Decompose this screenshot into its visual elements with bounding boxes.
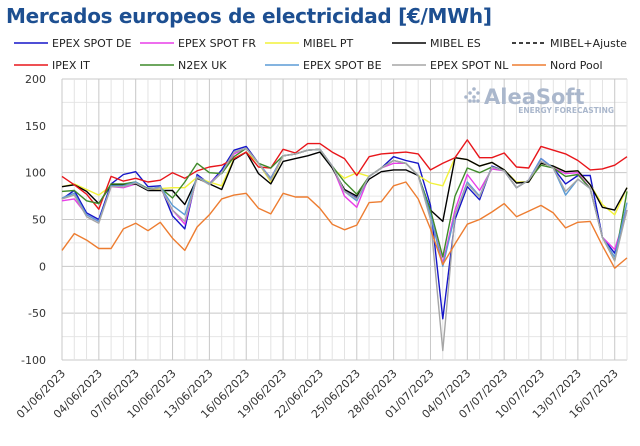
watermark-tagline: ENERGY FORECASTING (518, 106, 614, 115)
chart-title: Mercados europeos de electricidad [€/MWh… (6, 4, 492, 28)
watermark-logo-dot (468, 99, 472, 103)
legend-label: EPEX SPOT FR (178, 37, 256, 50)
watermark-logo-dot (472, 99, 476, 103)
legend-label: EPEX SPOT BE (303, 59, 382, 72)
watermark-logo-dot (472, 87, 476, 91)
watermark-logo-dot (472, 95, 476, 99)
y-tick-label: -50 (28, 307, 46, 320)
legend-label: EPEX SPOT DE (52, 37, 132, 50)
legend-label: Nord Pool (550, 59, 603, 72)
watermark-logo-dot (464, 95, 468, 99)
legend-label: IPEX IT (52, 59, 90, 72)
y-tick-label: 200 (25, 73, 46, 86)
watermark-logo-dot (476, 99, 480, 103)
y-tick-label: 100 (25, 167, 46, 180)
y-tick-label: 150 (25, 120, 46, 133)
legend-label: N2EX UK (178, 59, 227, 72)
y-tick-label: 0 (39, 260, 46, 273)
series-line-ipex-it (61, 139, 628, 210)
y-tick-label: -100 (21, 354, 46, 367)
watermark-logo-dot (476, 91, 480, 95)
y-tick-label: 50 (32, 214, 46, 227)
watermark-logo-dot (468, 91, 472, 95)
legend-label: MIBEL+Ajuste (550, 37, 627, 50)
legend-label: MIBEL PT (303, 37, 353, 50)
series-line-nord-pool (61, 181, 628, 269)
watermark-brand: AleaSoft (484, 85, 585, 109)
series-line-epex-spot-nl (61, 147, 628, 352)
legend-label: EPEX SPOT NL (430, 59, 509, 72)
legend-label: MIBEL ES (430, 37, 481, 50)
